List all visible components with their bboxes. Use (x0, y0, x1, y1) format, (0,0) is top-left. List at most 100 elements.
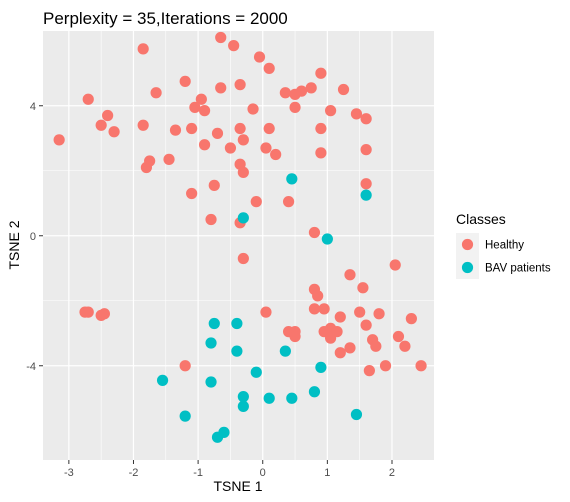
point-healthy (334, 347, 346, 359)
point-healthy (289, 101, 301, 113)
point-healthy (308, 226, 321, 239)
point-bav-patients (286, 392, 298, 404)
legend-label-healthy: Healthy (485, 240, 524, 252)
point-healthy (234, 79, 246, 91)
point-healthy (179, 360, 191, 372)
point-healthy (415, 360, 427, 372)
point-healthy (234, 122, 246, 135)
point-healthy (308, 303, 321, 315)
point-healthy (237, 166, 249, 178)
point-healthy (331, 326, 343, 338)
point-healthy (360, 319, 372, 331)
point-healthy (392, 330, 405, 343)
point-healthy (208, 179, 220, 191)
point-healthy (344, 269, 356, 281)
point-healthy (405, 313, 417, 325)
point-healthy (211, 127, 224, 139)
point-bav-patients (231, 345, 243, 357)
legend-label-bav-patients: BAV patients (485, 263, 551, 275)
point-healthy (270, 148, 282, 161)
point-healthy (334, 311, 346, 323)
y-tick-label: -4 (26, 361, 36, 373)
legend-title: Classes (456, 211, 506, 227)
point-bav-patients (237, 400, 249, 412)
point-bav-patients (237, 212, 249, 224)
y-axis-label: TSNE 2 (6, 220, 22, 269)
point-healthy (324, 105, 337, 117)
point-bav-patients (250, 366, 262, 378)
point-bav-patients (231, 317, 243, 330)
point-bav-patients (360, 189, 372, 201)
point-healthy (189, 101, 201, 113)
point-bav-patients (205, 337, 217, 349)
point-bav-patients (156, 374, 169, 386)
point-healthy (237, 134, 249, 146)
point-healthy (279, 87, 291, 99)
point-bav-patients (321, 233, 333, 245)
data-points (53, 31, 427, 443)
point-healthy (315, 147, 327, 159)
point-healthy (389, 259, 401, 271)
legend-swatch-bav-patients (461, 261, 474, 274)
legend: Classes Healthy BAV patients (456, 211, 551, 279)
x-tick-label: 0 (260, 467, 266, 479)
point-healthy (260, 306, 272, 318)
point-healthy (150, 87, 162, 99)
point-healthy (179, 75, 191, 87)
point-healthy (350, 108, 363, 120)
x-axis-label: TSNE 1 (213, 478, 262, 494)
point-bav-patients (286, 173, 298, 185)
point-healthy (360, 113, 372, 125)
point-healthy (318, 303, 330, 315)
chart-title: Perplexity = 35,Iterations = 2000 (43, 9, 288, 28)
point-healthy (344, 342, 356, 354)
x-tick-label: 2 (389, 467, 395, 479)
y-tick-label: 4 (30, 101, 36, 113)
x-tick-label: -1 (193, 467, 203, 479)
x-tick-label: -3 (64, 467, 74, 479)
point-bav-patients (263, 392, 275, 404)
point-healthy (186, 187, 198, 200)
point-healthy (195, 93, 207, 105)
point-healthy (108, 126, 120, 138)
point-bav-patients (179, 410, 191, 422)
point-healthy (354, 306, 366, 318)
point-healthy (263, 62, 275, 74)
point-bav-patients (237, 391, 249, 403)
point-bav-patients (211, 431, 224, 443)
point-healthy (198, 105, 211, 117)
point-healthy (53, 134, 65, 146)
y-tick-label: 0 (30, 231, 36, 243)
legend-swatch-healthy (461, 238, 474, 251)
point-bav-patients (208, 317, 220, 330)
point-healthy (198, 139, 211, 151)
point-healthy (82, 93, 94, 105)
point-healthy (263, 122, 275, 135)
point-healthy (373, 308, 385, 320)
point-healthy (137, 43, 149, 55)
point-healthy (337, 83, 350, 96)
point-healthy (215, 82, 227, 94)
point-healthy (224, 142, 237, 154)
point-healthy (289, 330, 301, 343)
point-healthy (186, 122, 198, 135)
point-healthy (237, 252, 249, 265)
point-bav-patients (205, 376, 217, 388)
point-bav-patients (308, 386, 321, 398)
point-healthy (305, 82, 317, 94)
point-healthy (247, 103, 259, 115)
point-healthy (357, 282, 369, 294)
point-healthy (169, 124, 182, 136)
point-healthy (360, 144, 372, 156)
point-healthy (295, 85, 308, 97)
y-axis: -4 0 4 (26, 101, 43, 373)
point-healthy (360, 178, 372, 190)
point-healthy (370, 340, 382, 352)
point-healthy (205, 213, 217, 226)
x-tick-label: -2 (129, 467, 139, 479)
x-tick-label: 1 (324, 467, 330, 479)
point-healthy (363, 365, 375, 377)
point-healthy (228, 40, 240, 52)
point-healthy (250, 196, 262, 208)
